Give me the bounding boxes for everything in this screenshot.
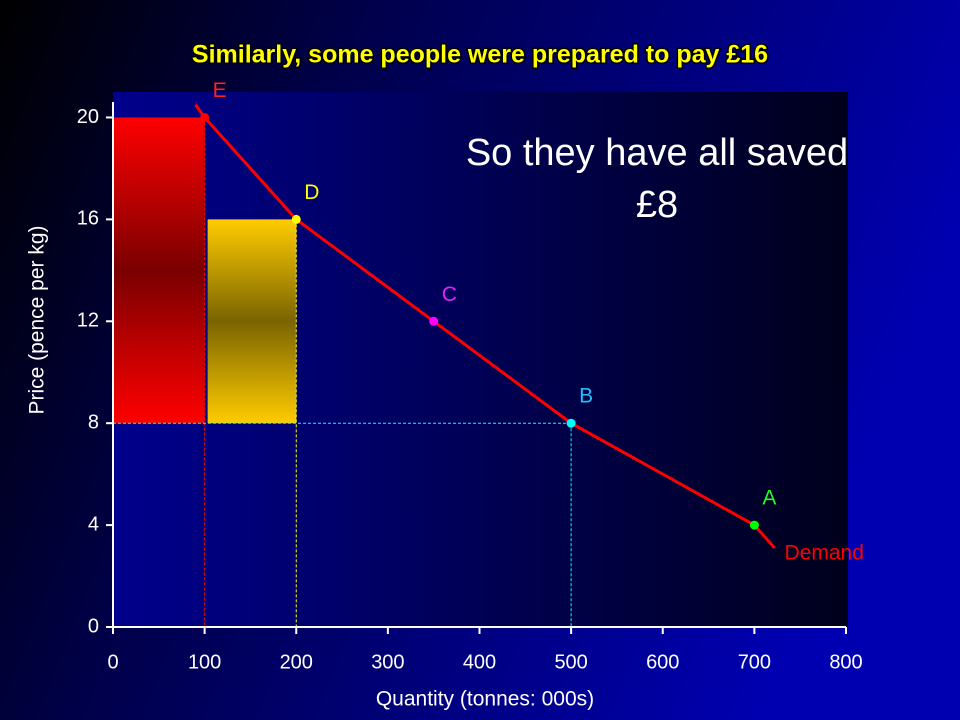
chart-title: Similarly, some people were prepared to … xyxy=(192,41,768,69)
x-tick-label: 300 xyxy=(371,651,404,673)
x-tick-label: 400 xyxy=(463,651,496,673)
x-axis-label: Quantity (tonnes: 000s) xyxy=(376,688,594,711)
surplus-bar xyxy=(207,219,297,424)
point-label: E xyxy=(213,79,227,102)
x-tick-label: 200 xyxy=(280,651,313,673)
annotation: So they have all saved xyxy=(466,132,848,174)
point xyxy=(200,112,210,122)
x-tick-label: 100 xyxy=(188,651,221,673)
surplus-bar xyxy=(113,117,205,424)
y-tick-label: 8 xyxy=(88,411,99,433)
y-tick-label: 0 xyxy=(88,615,99,637)
point xyxy=(749,520,759,530)
y-tick-label: 4 xyxy=(88,513,99,535)
legend-label: Demand xyxy=(785,542,864,565)
point-label: A xyxy=(762,487,776,510)
y-tick-label: 12 xyxy=(77,310,99,332)
x-tick-label: 700 xyxy=(738,651,771,673)
y-tick-label: 20 xyxy=(77,106,99,128)
y-tick-label: 16 xyxy=(77,208,99,230)
x-tick-label: 500 xyxy=(554,651,587,673)
point xyxy=(291,214,301,224)
annotation: £8 xyxy=(636,184,678,226)
x-tick-label: 600 xyxy=(646,651,679,673)
y-axis-label: Price (pence per kg) xyxy=(26,225,49,414)
point xyxy=(429,316,439,326)
point-label: D xyxy=(304,181,319,204)
x-tick-label: 800 xyxy=(829,651,862,673)
point xyxy=(566,418,576,428)
x-tick-label: 0 xyxy=(107,651,118,673)
point-label: B xyxy=(579,385,593,408)
point-label: C xyxy=(442,283,457,306)
